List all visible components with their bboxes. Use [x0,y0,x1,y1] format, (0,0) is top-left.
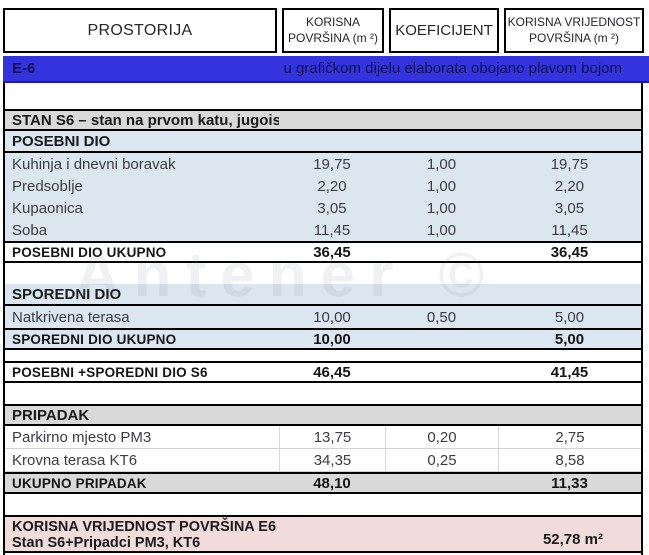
table-row: Natkrivena terasa 10,00 0,50 5,00 [5,306,641,328]
value-cell: 3,05 [554,199,585,217]
value-cell: 0,20 [385,426,498,448]
table-row: SPOREDNI DIO [5,284,641,306]
row-label: Soba [12,221,48,239]
row-label: UKUPNO PRIPADAK [12,475,147,491]
rows-container: STAN S6 – stan na prvom katu, jugoistok P… [5,109,641,515]
value-cell: 2,75 [498,426,641,448]
table-row: POSEBNI DIO UKUPNO 36,45 36,45 [5,241,641,263]
value-cell: 11,45 [313,221,351,239]
table-row: Krovna terasa KT6 34,35 0,25 8,58 [5,449,641,472]
table-row: Kuhinja i dnevni boravak 19,75 1,00 19,75 [5,153,641,175]
value-cell: 1,00 [426,221,457,239]
value-cell: 11,33 [551,474,588,492]
table-row: Predsoblje 2,20 1,00 2,20 [5,175,641,197]
value-cell: 34,35 [279,449,385,471]
value-cell: 5,00 [554,308,585,326]
spacer-row [5,83,641,109]
summary-title: KORISNA VRIJEDNOST POVRŠINA E6 [12,519,277,535]
value-cell: 1,00 [426,155,457,173]
table-row: STAN S6 – stan na prvom katu, jugoistok [5,109,641,131]
value-cell: 48,10 [313,474,351,492]
value-cell: 19,75 [550,155,589,173]
column-header-koeficijent: KOEFICIJENT [389,8,499,53]
value-cell: 0,25 [385,449,498,471]
row-label: Parkirno mjesto PM3 [12,428,152,446]
column-header-korisna-povrsina: KORISNA POVRŠINA (m ²) [282,8,384,53]
table-row: Kupaonica 3,05 1,00 3,05 [5,197,641,219]
column-header-prostorija: PROSTORIJA [3,8,277,53]
value-cell: 0,50 [426,308,457,326]
row-label: Kuhinja i dnevni boravak [12,155,176,173]
value-cell: 11,45 [551,221,588,239]
table-row: Parkirno mjesto PM3 13,75 0,20 2,75 [5,426,641,449]
table-row: Soba 11,45 1,00 11,45 [5,219,641,241]
spacer-row [5,350,641,361]
value-cell: 3,05 [317,199,347,217]
summary-value: 52,78 m² [542,531,603,548]
table-row: POSEBNI +SPOREDNI DIO S6 46,45 41,45 [5,361,641,383]
row-label: Krovna terasa KT6 [12,451,138,469]
value-cell: 2,20 [317,177,347,195]
table-row: SPOREDNI DIO UKUPNO 10,00 5,00 [5,328,641,350]
value-cell: 1,00 [426,199,457,217]
row-label: Predsoblje [12,177,83,195]
unit-banner: E-6 u grafičkom dijelu elaborata obojano… [3,56,649,83]
table-row: PRIPADAK [5,404,641,426]
spacer-row [5,494,641,515]
row-label: POSEBNI DIO [12,132,111,150]
value-cell: 1,00 [426,177,457,195]
row-label: POSEBNI DIO UKUPNO [12,244,167,260]
row-label: STAN S6 – stan na prvom katu, jugoistok [12,111,279,129]
value-cell: 8,58 [498,449,641,471]
row-label: Kupaonica [12,199,83,217]
value-cell: 41,45 [550,363,589,381]
value-cell: 19,75 [313,155,351,173]
summary-block: KORISNA VRIJEDNOST POVRŠINA E6 Stan S6+P… [5,515,641,553]
value-cell: 5,00 [554,330,585,348]
table-row: UKUPNO PRIPADAK 48,10 11,33 [5,472,641,494]
value-cell: 10,00 [313,308,351,326]
value-cell: 46,45 [313,363,351,381]
banner-note: u grafičkom dijelu elaborata obojano pla… [283,60,622,77]
column-header-korisna-vrijednost: KORISNA VRIJEDNOST POVRŠINA (m ²) [504,8,644,53]
table-header: PROSTORIJA KORISNA POVRŠINA (m ²) KOEFIC… [3,8,644,53]
unit-code: E-6 [12,60,36,77]
value-cell: 2,20 [554,177,585,195]
row-label: SPOREDNI DIO UKUPNO [12,331,177,347]
table-body: STAN S6 – stan na prvom katu, jugoistok P… [3,83,643,555]
summary-subtitle: Stan S6+Pripadci PM3, KT6 [12,535,201,551]
value-cell: 10,00 [313,330,351,348]
row-label: Natkrivena terasa [12,308,130,326]
value-cell: 13,75 [279,426,385,448]
row-label: PRIPADAK [12,406,90,424]
value-cell: 36,45 [313,243,351,261]
spacer-row [5,383,641,404]
table-row: POSEBNI DIO [5,131,641,153]
row-label: SPOREDNI DIO [12,285,122,303]
row-label: POSEBNI +SPOREDNI DIO S6 [12,364,208,380]
value-cell: 36,45 [550,243,589,261]
spacer-row [5,263,641,284]
